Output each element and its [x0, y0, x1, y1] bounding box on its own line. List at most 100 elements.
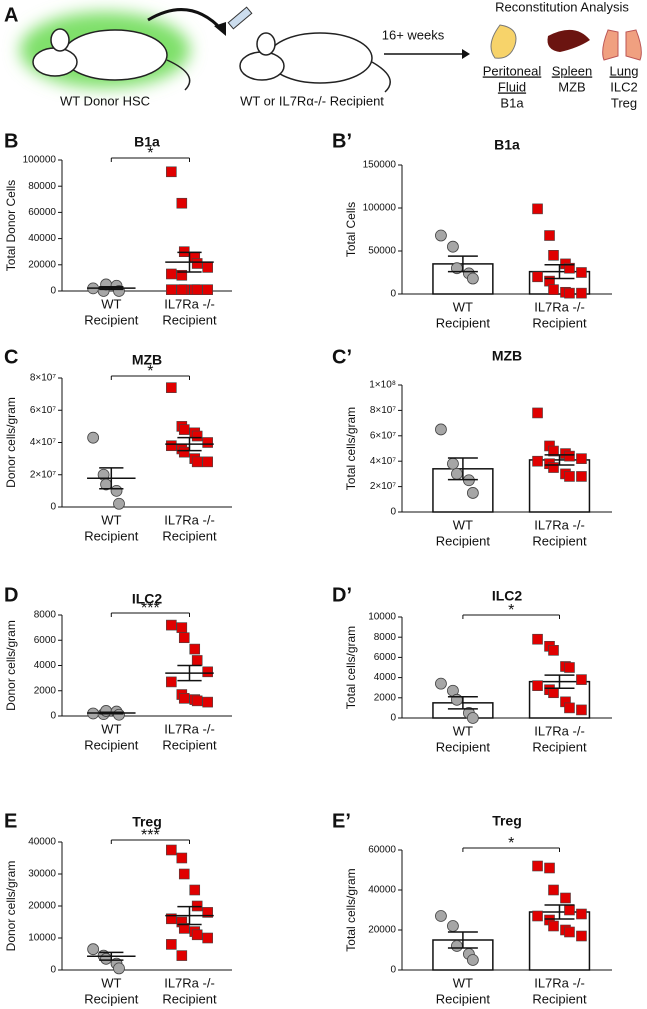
- y-tick-label: 60000: [368, 845, 396, 856]
- data-point: [548, 920, 559, 932]
- x-tick-label: Recipient: [84, 737, 139, 752]
- arrow: [147, 8, 224, 32]
- x-tick-label: Recipient: [84, 528, 139, 543]
- data-point: [191, 655, 203, 666]
- data-point: [564, 702, 575, 714]
- data-point: [87, 943, 100, 956]
- data-point: [202, 696, 213, 708]
- x-tick-label: WT: [101, 975, 121, 990]
- y-tick-label: 20000: [368, 925, 396, 936]
- data-point: [176, 622, 188, 633]
- panel-letter: A: [4, 4, 18, 26]
- data-point: [548, 462, 559, 473]
- arrowhead: [462, 49, 470, 59]
- significance-label: *: [508, 835, 514, 852]
- data-point: [451, 940, 463, 952]
- y-tick-label: 50000: [368, 246, 396, 257]
- x-tick-label: IL7Ra -/-: [534, 517, 585, 532]
- x-tick-label: Recipient: [162, 737, 217, 752]
- data-point: [166, 844, 177, 856]
- y-tick-label: 4×10⁷: [370, 456, 397, 467]
- data-point: [202, 456, 213, 468]
- x-tick-label: WT: [453, 975, 473, 990]
- organ-cells: ILC2: [610, 79, 637, 94]
- panel-letter: E: [4, 810, 17, 832]
- significance-label: *: [147, 363, 153, 380]
- data-point: [166, 676, 177, 688]
- data-point: [166, 268, 177, 280]
- y-tick-label: 40000: [368, 885, 396, 896]
- organ-icon: [490, 24, 517, 59]
- data-point: [87, 431, 100, 444]
- y-tick-label: 60000: [28, 207, 56, 218]
- y-axis-label: Total Donor Cells: [4, 180, 18, 271]
- panel-letter: D’: [332, 584, 352, 606]
- data-point: [191, 695, 203, 707]
- bar: [528, 459, 591, 513]
- data-point: [176, 269, 188, 281]
- data-point: [576, 930, 587, 942]
- data-point: [176, 284, 188, 295]
- data-point: [576, 674, 587, 685]
- y-tick-label: 2000: [34, 685, 57, 696]
- x-tick-label: IL7Ra -/-: [164, 975, 215, 990]
- y-tick-label: 6×10⁷: [370, 430, 397, 441]
- y-tick-label: 4000: [374, 672, 397, 683]
- x-tick-label: WT: [101, 296, 121, 311]
- data-point: [189, 643, 201, 655]
- x-tick-label: Recipient: [162, 312, 217, 327]
- y-tick-label: 2×10⁷: [370, 481, 397, 492]
- data-point: [548, 445, 559, 457]
- data-point: [564, 450, 575, 462]
- y-axis-label: Total cells/gram: [344, 407, 358, 490]
- y-axis-label: Donor cells/gram: [4, 620, 18, 711]
- data-point: [564, 904, 575, 916]
- data-point: [576, 704, 587, 716]
- y-tick-label: 40000: [28, 233, 56, 244]
- x-tick-label: Recipient: [532, 533, 587, 548]
- arrowhead: [214, 22, 226, 36]
- data-point: [166, 939, 177, 950]
- chart: E Treg Donor cells/gram 0 10000 20000 30000 400…: [4, 810, 232, 1006]
- data-point: [202, 437, 213, 448]
- syringe: [227, 6, 253, 30]
- organ-name: Lung: [610, 63, 639, 78]
- data-point: [576, 287, 587, 299]
- y-tick-label: 100000: [23, 155, 57, 166]
- x-tick-label: IL7Ra -/-: [164, 296, 215, 311]
- data-point: [564, 926, 575, 938]
- chart: E’ Treg Total cells/gram 0 20000 40000 60000 WT…: [332, 810, 612, 1006]
- y-tick-label: 100000: [363, 203, 397, 214]
- data-point: [435, 910, 447, 922]
- chart-title: MZB: [132, 352, 162, 368]
- data-point: [576, 267, 587, 278]
- donor-mouse: [32, 28, 191, 91]
- x-tick-label: IL7Ra -/-: [534, 975, 585, 990]
- y-tick-label: 8000: [374, 632, 397, 643]
- data-point: [532, 407, 543, 419]
- y-axis-label: Donor cells/gram: [4, 861, 18, 952]
- y-axis-label: Total Cells: [344, 202, 358, 257]
- x-tick-label: IL7Ra -/-: [164, 721, 215, 736]
- y-tick-label: 0: [50, 711, 56, 722]
- y-tick-label: 0: [390, 507, 396, 518]
- chart: C’ MZB Total cells/gram 0 2×10⁷ 4×10⁷ 6×10⁷ 8×1…: [332, 346, 612, 548]
- data-point: [447, 457, 459, 470]
- panel-letter: B: [4, 130, 18, 152]
- y-tick-label: 1×10⁸: [369, 380, 396, 391]
- data-point: [576, 453, 587, 464]
- data-point: [113, 497, 125, 510]
- y-tick-label: 4×10⁷: [30, 437, 57, 448]
- data-point: [532, 860, 543, 872]
- data-point: [548, 645, 559, 656]
- data-point: [564, 262, 575, 274]
- data-point: [189, 884, 201, 896]
- significance-label: *: [147, 145, 153, 162]
- data-point: [576, 908, 587, 920]
- x-tick-label: Recipient: [162, 528, 217, 543]
- data-point: [113, 962, 125, 975]
- chart-title: B1a: [134, 134, 160, 150]
- y-tick-label: 2×10⁷: [30, 469, 57, 480]
